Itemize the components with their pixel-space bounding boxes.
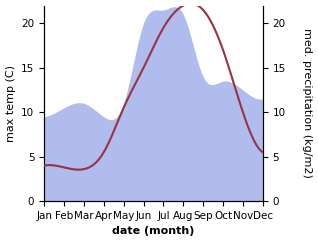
X-axis label: date (month): date (month) [112,227,195,236]
Y-axis label: max temp (C): max temp (C) [5,65,16,142]
Y-axis label: med. precipitation (kg/m2): med. precipitation (kg/m2) [302,28,313,178]
